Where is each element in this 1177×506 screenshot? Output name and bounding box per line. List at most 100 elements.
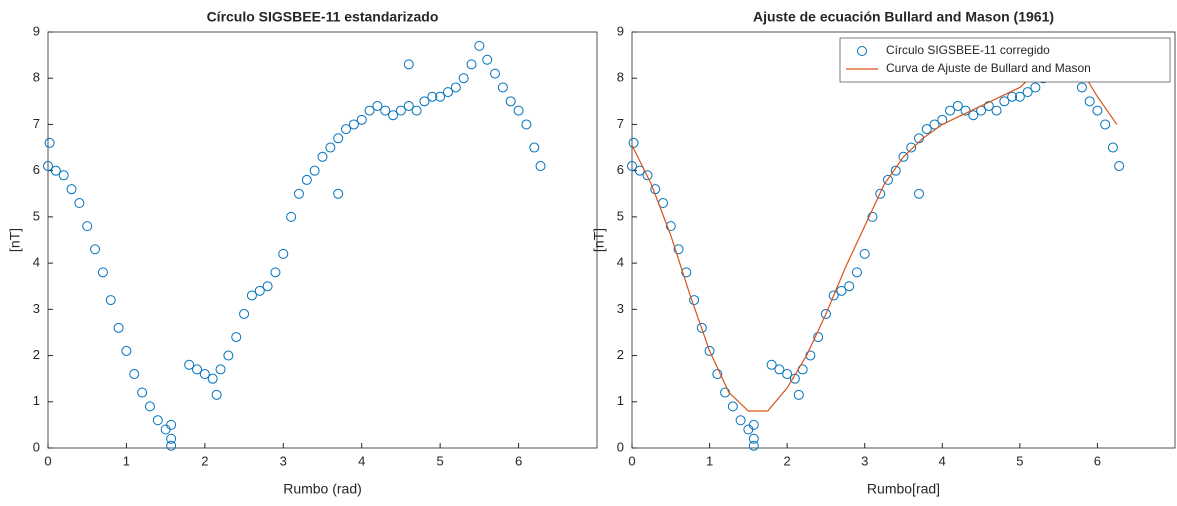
x-tick-label: 3 xyxy=(280,453,287,468)
data-point xyxy=(58,170,69,181)
data-point xyxy=(952,100,963,111)
data-point xyxy=(411,105,422,116)
y-tick-label: 9 xyxy=(33,23,40,38)
x-tick-label: 4 xyxy=(358,453,365,468)
data-point xyxy=(356,114,367,125)
data-point xyxy=(1084,96,1095,107)
chart-title: Círculo SIGSBEE-11 estandarizado xyxy=(207,9,439,25)
data-point xyxy=(1114,161,1125,172)
y-tick-label: 3 xyxy=(33,301,40,316)
data-point xyxy=(121,345,132,356)
legend-swatch xyxy=(857,46,867,56)
y-tick-label: 9 xyxy=(617,23,624,38)
y-tick-label: 0 xyxy=(617,439,624,454)
data-point xyxy=(372,100,383,111)
data-point xyxy=(968,110,979,121)
data-point xyxy=(192,364,203,375)
x-tick-label: 6 xyxy=(1094,453,1101,468)
x-tick-label: 1 xyxy=(706,453,713,468)
data-point xyxy=(906,142,917,153)
data-point xyxy=(704,345,715,356)
data-point xyxy=(166,440,177,451)
y-tick-label: 6 xyxy=(33,162,40,177)
data-point xyxy=(748,419,759,430)
data-point xyxy=(113,322,124,333)
data-point xyxy=(395,105,406,116)
x-tick-label: 6 xyxy=(515,453,522,468)
data-point xyxy=(681,267,692,278)
data-point xyxy=(836,285,847,296)
x-tick-label: 2 xyxy=(784,453,791,468)
data-point xyxy=(223,350,234,361)
x-tick-label: 0 xyxy=(44,453,51,468)
y-axis-label: [nT] xyxy=(591,228,607,252)
data-point xyxy=(239,308,250,319)
y-tick-label: 3 xyxy=(617,301,624,316)
data-point xyxy=(991,105,1002,116)
data-point xyxy=(207,373,218,384)
data-point xyxy=(325,142,336,153)
data-point xyxy=(341,124,352,135)
data-point xyxy=(867,211,878,222)
data-point xyxy=(262,281,273,292)
data-point xyxy=(882,174,893,185)
data-point xyxy=(199,369,210,380)
data-point xyxy=(105,295,116,306)
x-axis-label: Rumbo (rad) xyxy=(283,481,362,497)
data-point xyxy=(766,359,777,370)
data-point xyxy=(774,364,785,375)
data-point xyxy=(50,165,61,176)
data-point xyxy=(166,433,177,444)
data-point xyxy=(1007,91,1018,102)
legend-box xyxy=(839,37,1171,83)
data-point xyxy=(278,248,289,259)
data-point xyxy=(129,369,140,380)
data-point xyxy=(1100,119,1111,130)
x-tick-label: 5 xyxy=(437,453,444,468)
y-tick-label: 2 xyxy=(33,347,40,362)
y-axis-label: [nT] xyxy=(7,228,23,252)
data-point xyxy=(66,184,77,195)
data-point xyxy=(419,96,430,107)
data-point xyxy=(152,415,163,426)
data-point xyxy=(782,369,793,380)
data-point xyxy=(74,198,85,209)
data-point xyxy=(689,295,700,306)
data-point xyxy=(1014,91,1025,102)
data-point xyxy=(442,87,453,98)
data-point xyxy=(735,415,746,426)
data-point xyxy=(348,119,359,130)
y-tick-label: 1 xyxy=(33,393,40,408)
x-tick-label: 2 xyxy=(201,453,208,468)
data-point xyxy=(642,170,653,181)
x-tick-label: 3 xyxy=(861,453,868,468)
data-point xyxy=(466,59,477,70)
data-point xyxy=(254,285,265,296)
data-point xyxy=(317,151,328,162)
plot-area xyxy=(631,31,1176,449)
data-point xyxy=(184,359,195,370)
legend-label: Círculo SIGSBEE-11 corregido xyxy=(886,43,1050,57)
data-point xyxy=(427,91,438,102)
data-point xyxy=(535,161,546,172)
data-point xyxy=(333,188,344,199)
data-point xyxy=(293,188,304,199)
data-point xyxy=(490,68,501,79)
data-point xyxy=(945,105,956,116)
x-tick-label: 1 xyxy=(123,453,130,468)
data-point xyxy=(403,59,414,70)
data-point xyxy=(999,96,1010,107)
data-point xyxy=(474,40,485,51)
data-point xyxy=(890,165,901,176)
plot-area xyxy=(47,31,598,449)
data-point xyxy=(712,369,723,380)
data-point xyxy=(450,82,461,93)
data-point xyxy=(211,389,222,400)
data-point xyxy=(82,221,93,232)
data-point xyxy=(529,142,540,153)
data-point xyxy=(1022,87,1033,98)
y-tick-label: 7 xyxy=(617,116,624,131)
data-point xyxy=(665,221,676,232)
data-point xyxy=(851,267,862,278)
